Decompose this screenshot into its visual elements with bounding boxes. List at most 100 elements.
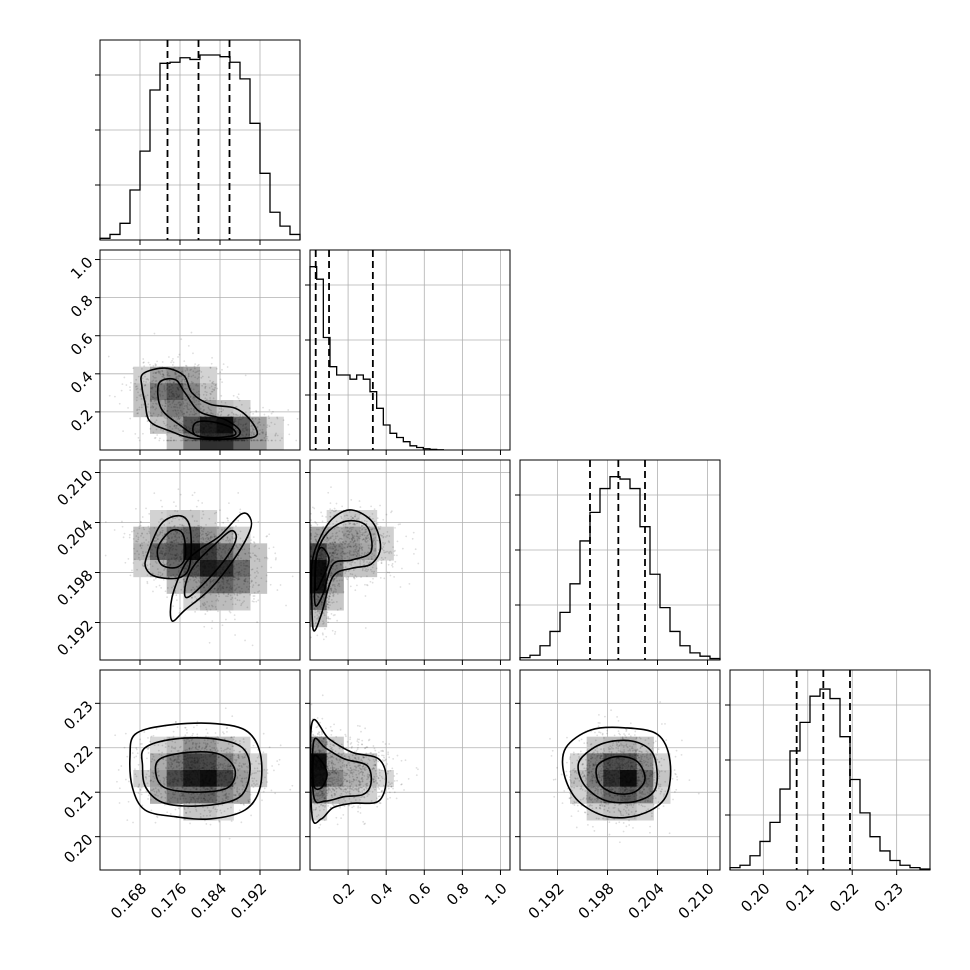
- scatter-point-0-110: [175, 412, 178, 415]
- scatter-point-0-1488: [251, 430, 254, 433]
- scatter-point-3-572: [224, 789, 226, 792]
- scatter-point-0-484: [183, 424, 186, 427]
- scatter-point-0-1428: [195, 433, 198, 435]
- scatter-point-3-40: [183, 784, 186, 786]
- scatter-point-0-828: [170, 397, 173, 400]
- scatter-point-3-266: [196, 757, 199, 760]
- scatter-point-2-686: [319, 578, 321, 581]
- scatter-point-1-1774: [240, 574, 242, 577]
- scatter-point-1-996: [153, 492, 156, 495]
- scatter-point-0-1432: [261, 428, 264, 431]
- scatter-point-3-1210: [243, 770, 246, 773]
- scatter-point-1-1944: [232, 561, 235, 563]
- scatter-point-3-1464: [168, 737, 171, 740]
- scatter-point-1-390: [162, 561, 165, 564]
- scatter-point-1-2298: [240, 602, 243, 605]
- scatter-point-3-1396: [197, 769, 200, 771]
- scatter-point-3-152: [131, 752, 134, 754]
- scatter-point-1-2204: [241, 590, 244, 593]
- scatter-point-0-1536: [296, 417, 299, 420]
- scatter-point-1-1604: [222, 587, 224, 590]
- scatter-point-1-1294: [217, 549, 220, 551]
- scatter-point-2-530: [313, 615, 316, 618]
- scatter-point-1-1416: [244, 552, 246, 555]
- scatter-point-3-630: [236, 786, 239, 789]
- scatter-point-1-2414: [236, 571, 239, 574]
- scatter-point-1-2264: [203, 602, 206, 604]
- scatter-point-0-798: [158, 371, 161, 374]
- scatter-point-0-1560: [203, 433, 206, 436]
- scatter-point-0-644: [160, 411, 163, 414]
- scatter-point-2-2292: [330, 552, 333, 554]
- scatter-point-0-300: [220, 408, 223, 410]
- scatter-point-2-2140: [324, 553, 327, 555]
- scatter-point-3-386: [196, 781, 199, 783]
- scatter-point-2-1628: [315, 535, 318, 538]
- scatter-point-3-306: [199, 812, 202, 815]
- scatter-point-1-1312: [193, 545, 196, 548]
- scatter-point-1-1430: [237, 578, 240, 580]
- scatter-point-2-1032: [332, 577, 335, 580]
- scatter-point-0-1106: [163, 388, 166, 391]
- scatter-point-3-154: [201, 775, 203, 778]
- scatter-point-1-556: [192, 540, 195, 543]
- scatter-point-0-2092: [236, 414, 239, 417]
- scatter-point-0-1584: [194, 439, 197, 442]
- scatter-point-1-494: [181, 517, 184, 520]
- scatter-point-3-888: [233, 749, 236, 752]
- scatter-point-0-2410: [201, 422, 203, 425]
- scatter-point-2-986: [325, 559, 327, 562]
- histogram-panel-2: [515, 459, 721, 661]
- scatter-point-2-964: [322, 622, 324, 625]
- scatter-point-0-1478: [195, 431, 198, 434]
- scatter-point-3-846: [210, 784, 213, 787]
- scatter-point-0-1264: [259, 429, 261, 432]
- scatter-point-3-1030: [176, 771, 179, 774]
- scatter-point-1-2598: [195, 577, 198, 579]
- scatter-point-1-138: [193, 546, 196, 549]
- scatter-point-2-162: [318, 564, 320, 567]
- scatter-point-0-1890: [276, 416, 278, 419]
- scatter-point-0-308: [209, 366, 212, 369]
- scatter-point-2-402: [334, 585, 336, 588]
- scatter-point-2-44: [315, 575, 318, 578]
- scatter-point-0-192: [150, 387, 153, 390]
- scatter-point-2-1848: [334, 551, 337, 554]
- density-cell-0-11-9: [250, 433, 268, 450]
- scatter-point-2-650: [319, 612, 322, 615]
- scatter-point-3-406: [152, 775, 155, 778]
- scatter-point-0-104: [179, 431, 182, 434]
- scatter-point-1-688: [196, 569, 199, 572]
- scatter-point-1-1200: [233, 547, 236, 550]
- scatter-point-2-1460: [370, 505, 373, 508]
- scatter-point-1-180: [206, 540, 209, 543]
- scatter-point-1-2354: [237, 576, 240, 579]
- scatter-point-2-1784: [331, 552, 334, 554]
- scatter-point-2-588: [322, 633, 324, 636]
- scatter-point-1-676: [142, 526, 145, 529]
- scatter-point-0-1226: [248, 433, 251, 436]
- scatter-point-1-118: [180, 566, 183, 569]
- scatter-point-2-2390: [363, 534, 366, 537]
- scatter-point-1-128: [138, 525, 141, 528]
- scatter-point-0-1398: [245, 433, 248, 436]
- scatter-point-3-512: [146, 757, 148, 760]
- scatter-point-1-2154: [268, 547, 271, 550]
- scatter-point-0-920: [137, 391, 139, 394]
- scatter-point-1-120: [157, 573, 160, 576]
- scatter-point-3-756: [212, 794, 215, 797]
- scatter-point-3-1634: [211, 746, 214, 749]
- scatter-point-3-356: [212, 765, 215, 768]
- scatter-point-1-312: [160, 549, 163, 552]
- scatter-point-3-804: [216, 767, 218, 770]
- scatter-point-3-1692: [190, 796, 193, 799]
- scatter-point-0-670: [196, 364, 199, 367]
- scatter-point-3-454: [139, 788, 142, 791]
- scatter-point-1-378: [168, 550, 171, 553]
- scatter-point-2-138: [318, 561, 321, 563]
- scatter-point-2-2526: [312, 542, 315, 545]
- scatter-point-0-2202: [233, 420, 236, 423]
- scatter-point-3-518: [192, 741, 195, 744]
- scatter-point-2-1448: [316, 533, 319, 536]
- scatter-point-1-2428: [215, 559, 218, 562]
